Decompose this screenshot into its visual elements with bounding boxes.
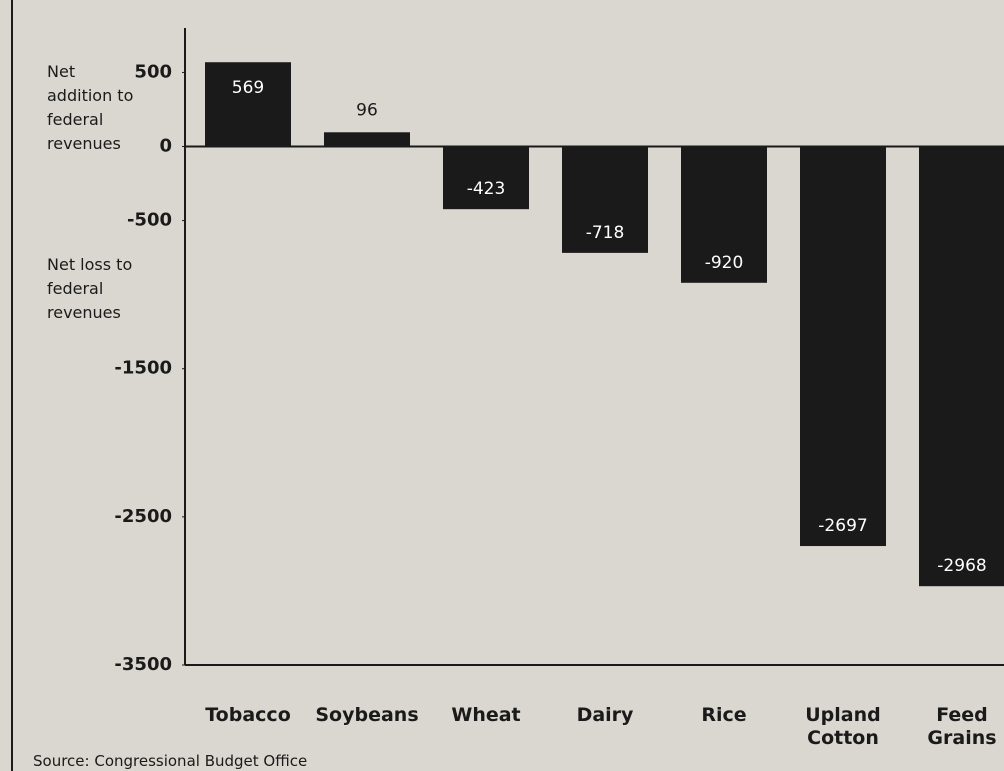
value-label: -2968 [937,556,986,576]
value-label: -718 [586,223,625,243]
y-tick-label: -500 [127,210,172,231]
x-tick-label: Upland Cotton [788,704,898,750]
x-tick-label: Rice [669,704,779,727]
x-tick-label: Feed Grains [916,704,1004,750]
annotation: Net loss to federal revenues [47,253,139,325]
y-tick-label: -2500 [114,506,172,527]
y-tick-label: -3500 [114,654,172,675]
value-label: 569 [232,78,264,98]
value-label: -920 [705,253,744,273]
bar [443,147,529,210]
value-label: -423 [467,179,506,199]
annotation: Net addition to federal revenues [47,60,139,156]
bar [324,132,410,146]
y-tick-label: -1500 [114,358,172,379]
chart: 500 0 -500 -1500 -2500 -3500 569 96 -423 -718 -920… [0,0,1004,771]
x-tick-label: Dairy [550,704,660,727]
page: 500 0 -500 -1500 -2500 -3500 569 96 -423 -718 -920… [0,0,1004,771]
bar [205,62,291,146]
bar [800,147,886,547]
value-label: 96 [356,100,378,120]
x-tick-label: Soybeans [312,704,422,727]
bar [919,147,1004,587]
x-tick-label: Wheat [431,704,541,727]
x-tick-label: Tobacco [193,704,303,727]
y-tick-label: 500 [134,61,172,82]
source: Source: Congressional Budget Office [33,752,307,770]
y-tick-label: 0 [159,136,172,157]
value-label: -2697 [818,516,867,536]
